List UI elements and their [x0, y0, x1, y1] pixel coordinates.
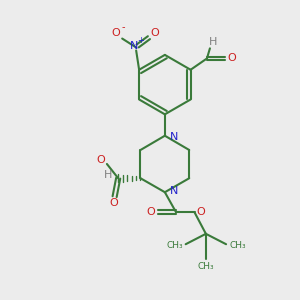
- Text: N: N: [170, 186, 178, 196]
- Text: O: O: [227, 53, 236, 63]
- Text: O: O: [96, 154, 105, 164]
- Text: O: O: [111, 28, 120, 38]
- Text: H: H: [209, 37, 217, 46]
- Text: O: O: [110, 198, 118, 208]
- Text: +: +: [137, 35, 144, 44]
- Text: -: -: [122, 22, 125, 32]
- Text: CH₃: CH₃: [167, 241, 184, 250]
- Text: O: O: [147, 207, 156, 217]
- Text: O: O: [151, 28, 159, 38]
- Text: O: O: [196, 207, 205, 217]
- Text: N: N: [130, 41, 138, 51]
- Text: CH₃: CH₃: [198, 262, 214, 271]
- Text: N: N: [170, 132, 178, 142]
- Text: CH₃: CH₃: [229, 241, 246, 250]
- Text: H: H: [103, 170, 112, 180]
